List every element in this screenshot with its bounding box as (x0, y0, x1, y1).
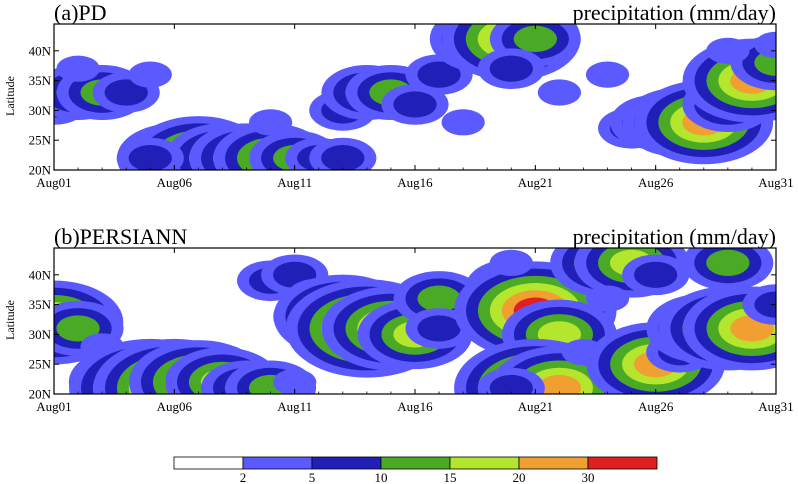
heatmap-cell (585, 285, 630, 312)
contour-ring (754, 31, 776, 58)
x-tick-label: Aug31 (758, 399, 793, 414)
contour-ring (104, 79, 148, 106)
colorbar-swatch (242, 456, 313, 470)
colorbar-swatch (587, 456, 658, 470)
panel-a-yaxis: 20N 25N 30N 35N 40N (29, 43, 776, 178)
x-tick-label: Aug11 (277, 399, 312, 414)
y-tick-label: 35N (29, 297, 52, 312)
heatmap-cell (56, 55, 100, 82)
contour-ring (56, 315, 100, 342)
y-tick-label: 30N (29, 103, 52, 118)
contour-ring (321, 144, 365, 170)
panel-b-title: precipitation (mm/day) (573, 224, 776, 249)
panel-b: (b)PERSIANN precipitation (mm/day) Latit… (3, 224, 794, 414)
colorbar-label: 20 (513, 470, 526, 484)
contour-ring (128, 144, 172, 170)
contour-ring (441, 109, 485, 136)
heatmap-cell (309, 137, 377, 170)
contour-ring (393, 91, 437, 118)
x-tick-label: Aug26 (638, 175, 674, 190)
panel-b-label: (b)PERSIANN (54, 224, 187, 249)
panel-a-xaxis: Aug01 Aug06 Aug11 Aug16 Aug21 Aug26 Aug31 (36, 24, 794, 190)
x-tick-label: Aug26 (638, 399, 674, 414)
colorbar: 2 5 10 15 20 30 (173, 456, 658, 484)
colorbar-label: 10 (375, 470, 388, 484)
y-tick-label: 20N (29, 387, 52, 402)
y-tick-label: 25N (29, 357, 52, 372)
x-tick-label: Aug16 (397, 175, 433, 190)
contour-ring (248, 109, 293, 136)
heatmap-cell (273, 368, 317, 394)
colorbar-label: 15 (444, 470, 457, 484)
panel-b-xaxis: Aug01 Aug06 Aug11 Aug16 Aug21 Aug26 Aug31 (36, 248, 794, 414)
contour-ring (489, 249, 533, 277)
heatmap-cell (585, 61, 630, 88)
y-tick-label: 30N (29, 327, 52, 342)
heatmap-cell (405, 308, 473, 349)
heatmap-cell (754, 31, 776, 58)
contour-ring (706, 249, 750, 277)
y-tick-label: 20N (29, 163, 52, 178)
x-tick-label: Aug06 (157, 175, 193, 190)
heatmap-cell (477, 48, 545, 90)
heatmap-cell (489, 249, 533, 277)
colorbar-swatch (449, 456, 520, 470)
panel-a-ylabel: Latitude (3, 76, 17, 116)
x-tick-label: Aug01 (36, 399, 71, 414)
y-tick-label: 40N (29, 43, 52, 58)
colorbar-swatch (380, 456, 451, 470)
colorbar-label: 30 (582, 470, 595, 484)
heatmap-cell (742, 284, 776, 325)
heatmap-cell (128, 61, 172, 88)
contour-ring (56, 55, 100, 82)
colorbar-label: 2 (240, 470, 247, 484)
contour-ring (417, 315, 461, 342)
contour-ring (128, 61, 172, 88)
y-tick-label: 35N (29, 73, 52, 88)
heatmap-cell (441, 109, 485, 136)
heatmap-cell (682, 248, 774, 291)
heatmap-cell (248, 109, 293, 136)
heatmap-cell (477, 367, 545, 394)
contour-ring (273, 368, 317, 394)
x-tick-label: Aug01 (36, 175, 71, 190)
y-tick-label: 40N (29, 267, 52, 282)
colorbar-swatch (311, 456, 382, 470)
heatmap-cell (116, 137, 184, 170)
contour-ring (537, 374, 582, 394)
contour-ring (706, 37, 750, 64)
x-tick-label: Aug16 (397, 399, 433, 414)
contour-ring (754, 291, 776, 318)
panel-a-heatmap (54, 24, 776, 170)
contour-ring (417, 61, 461, 88)
contour-ring (417, 285, 461, 312)
heatmap-cell (622, 254, 690, 296)
x-tick-label: Aug11 (277, 175, 312, 190)
contour-ring (585, 285, 630, 312)
panel-a-title: precipitation (mm/day) (573, 0, 776, 25)
panel-a-label: (a)PD (54, 0, 107, 25)
panel-b-heatmap (54, 248, 776, 394)
colorbar-swatch (173, 456, 244, 470)
contour-ring (489, 374, 533, 394)
colorbar-swatch (518, 456, 589, 470)
colorbar-label: 5 (309, 470, 316, 484)
contour-ring (513, 25, 557, 53)
contour-ring (585, 61, 630, 88)
heatmap-cell (706, 37, 750, 64)
x-tick-label: Aug06 (157, 399, 193, 414)
x-tick-label: Aug21 (518, 175, 553, 190)
contour-ring (489, 55, 533, 82)
x-tick-label: Aug31 (758, 175, 793, 190)
y-tick-label: 25N (29, 133, 52, 148)
panel-a: (a)PD precipitation (mm/day) Latitude Au… (3, 0, 794, 190)
contour-ring (537, 79, 582, 106)
panel-b-yaxis: 20N 25N 30N 35N 40N (29, 267, 776, 402)
x-tick-label: Aug21 (518, 399, 553, 414)
contour-ring (634, 261, 678, 288)
panel-b-ylabel: Latitude (3, 300, 17, 340)
heatmap-cell (537, 79, 582, 106)
